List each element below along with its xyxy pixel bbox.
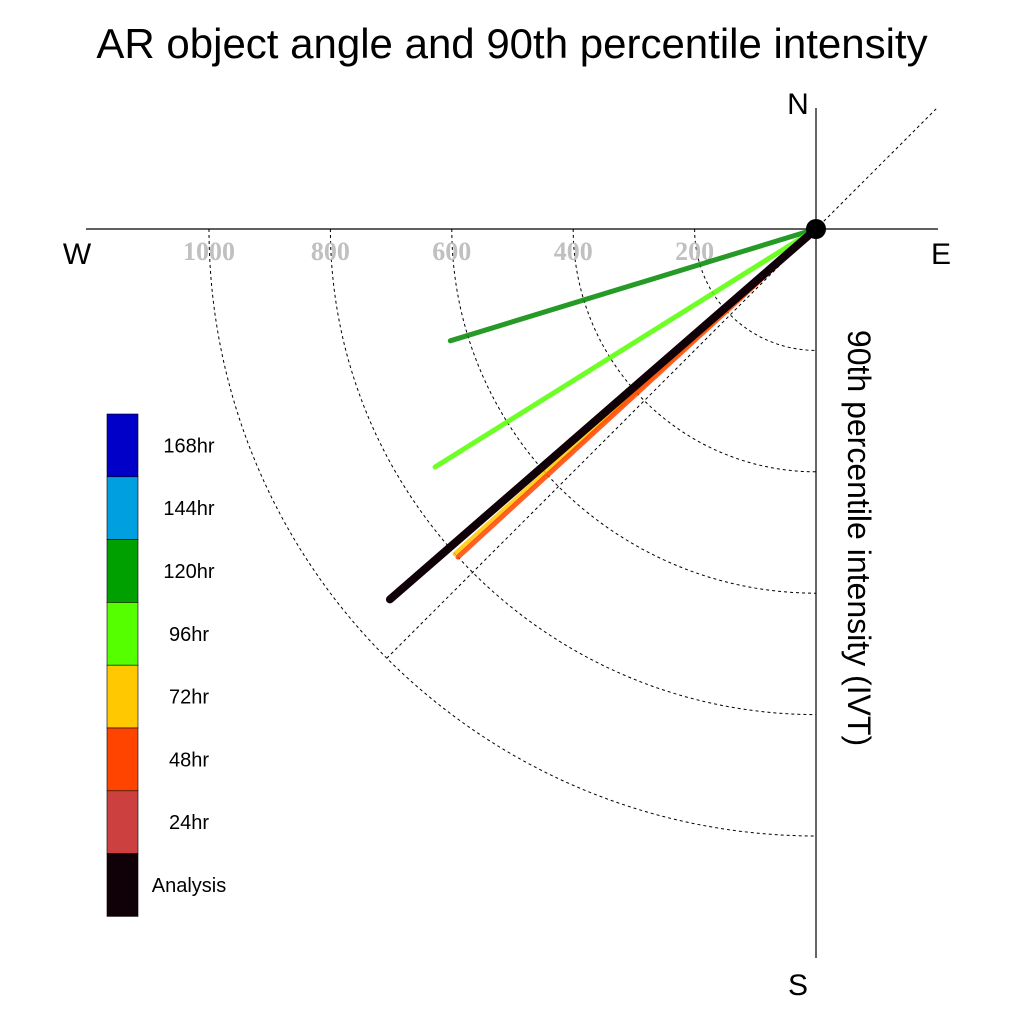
legend-swatch-24hr xyxy=(106,790,139,854)
compass-west-label: W xyxy=(63,238,92,271)
grid-diagonal xyxy=(386,106,939,659)
compass-south-label: S xyxy=(788,969,808,1002)
legend-swatch-analysis xyxy=(106,853,139,917)
radial-tick-label-1000: 1000 xyxy=(183,237,235,266)
compass-east-label: E xyxy=(931,238,951,271)
legend-swatch-144hr xyxy=(106,476,139,540)
legend-swatch-96hr xyxy=(106,602,139,666)
series-line-analysis xyxy=(385,225,820,604)
legend-label-24hr: 24hr xyxy=(169,812,209,834)
legend-label-96hr: 96hr xyxy=(169,624,209,646)
legend: 168hr 144hr 120hr 96hr 72hr 48hr 24hr Analysis xyxy=(106,413,226,917)
polar-grid xyxy=(208,106,939,837)
grid-arc-400 xyxy=(572,228,817,473)
legend-swatch-120hr xyxy=(106,539,139,603)
legend-label-48hr: 48hr xyxy=(169,749,209,771)
grid-arc-600 xyxy=(451,228,817,594)
series-line-120hr xyxy=(447,226,819,344)
chart-title: AR object angle and 90th percentile inte… xyxy=(96,20,927,67)
legend-swatch-168hr xyxy=(106,413,139,478)
radial-tick-label-800: 800 xyxy=(311,237,350,266)
legend-swatch-72hr xyxy=(106,664,139,729)
legend-label-120hr: 120hr xyxy=(163,561,214,583)
grid-arc-200 xyxy=(694,228,817,351)
series-vectors xyxy=(385,225,820,604)
radial-tick-label-400: 400 xyxy=(554,237,593,266)
origin-marker xyxy=(806,219,826,239)
legend-label-72hr: 72hr xyxy=(169,687,209,709)
radial-axis-label: 90th percentile intensity (IVT) xyxy=(841,330,877,746)
legend-label-168hr: 168hr xyxy=(163,435,214,457)
legend-label-144hr: 144hr xyxy=(163,498,214,520)
legend-swatch-48hr xyxy=(106,727,139,792)
radial-tick-label-600: 600 xyxy=(432,237,471,266)
compass-north-label: N xyxy=(787,88,809,121)
series-line-96hr xyxy=(432,226,819,470)
grid-arc-800 xyxy=(329,228,817,716)
legend-label-analysis: Analysis xyxy=(152,875,226,897)
